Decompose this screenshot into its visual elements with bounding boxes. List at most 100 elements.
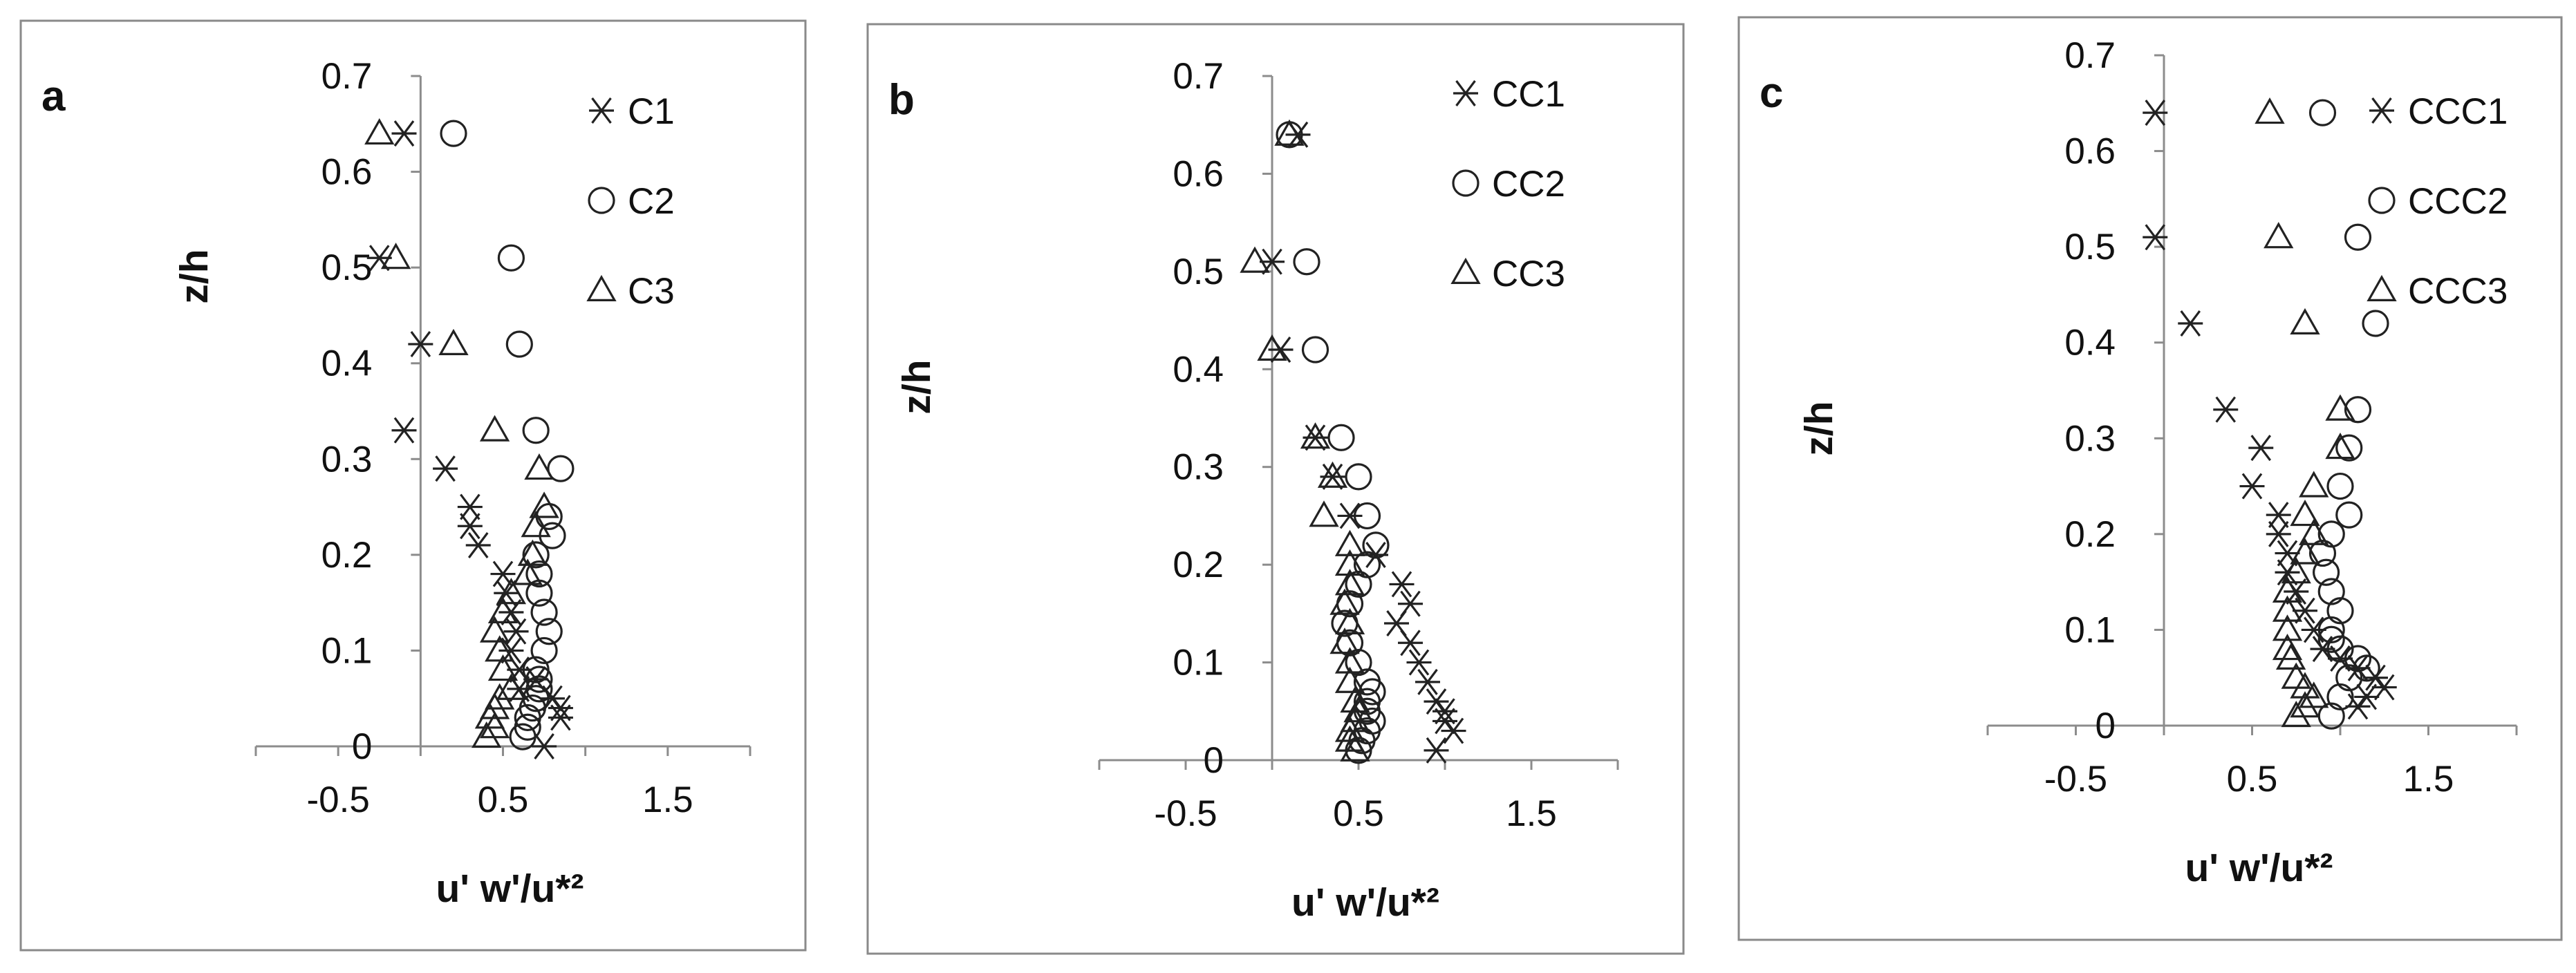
data-point xyxy=(1317,461,1348,488)
panel-letter: a xyxy=(41,73,66,120)
data-point xyxy=(457,513,483,540)
data-point xyxy=(521,511,551,538)
data-point xyxy=(1334,607,1365,635)
x-axis-label: u' w'/u*² xyxy=(436,867,584,911)
y-tick-label: 0 xyxy=(352,726,372,767)
panel-b: -0.5 0.5 1.5 0 0.1 0.2 0.3 0.4 0.5 0.6 0.7 b u' w'/u… xyxy=(850,0,1701,970)
data-point xyxy=(1334,715,1365,742)
data-point xyxy=(2239,473,2265,500)
data-point xyxy=(1384,610,1409,636)
y-tick-label: 0.1 xyxy=(2064,610,2116,650)
data-point xyxy=(1334,569,1365,596)
data-point xyxy=(364,118,395,145)
data-point xyxy=(1327,424,1355,451)
data-point xyxy=(512,558,543,585)
legend-label: C3 xyxy=(628,271,675,312)
y-tick-label: 0 xyxy=(1204,740,1224,781)
x-tick-label: -0.5 xyxy=(307,780,370,820)
chart-a: -0.5 0.5 1.5 0 0.1 0.2 0.3 0.4 0.5 0.6 0.7 a u' w'/u… xyxy=(19,19,807,952)
data-point xyxy=(2266,502,2291,529)
y-tick-label: 0.2 xyxy=(321,535,373,576)
y-tick-label: 0.7 xyxy=(2064,35,2116,76)
data-point xyxy=(2308,99,2337,126)
data-point xyxy=(1406,649,1432,676)
y-tick-label: 0.4 xyxy=(321,343,373,384)
data-point xyxy=(479,415,510,442)
data-point xyxy=(465,532,491,558)
y-tick-label: 0.4 xyxy=(1173,349,1224,390)
data-point xyxy=(1334,647,1365,674)
data-point xyxy=(1441,717,1466,744)
data-point xyxy=(2371,674,2397,701)
data-point xyxy=(1293,248,1320,276)
data-point xyxy=(2272,595,2303,622)
y-axis-label: z/h xyxy=(895,359,939,414)
data-point xyxy=(2272,614,2303,641)
data-point xyxy=(391,417,417,444)
legend-marker xyxy=(586,274,617,301)
data-point xyxy=(1424,737,1449,764)
data-point xyxy=(1398,630,1423,656)
legend-label: CC3 xyxy=(1492,254,1565,294)
legend-item: C1 xyxy=(589,91,675,132)
legend-item: CCC2 xyxy=(2368,181,2508,222)
panel-letter: c xyxy=(1760,69,1783,117)
data-point xyxy=(1329,588,1360,615)
data-point xyxy=(1345,648,1372,677)
y-tick-label: 0.5 xyxy=(321,247,373,288)
data-point xyxy=(1340,686,1370,713)
data-point xyxy=(530,636,558,665)
data-point xyxy=(487,654,519,681)
data-point xyxy=(1257,334,1287,361)
data-point xyxy=(1274,119,1305,146)
y-tick-label: 0.7 xyxy=(321,56,373,97)
legend-item: CC2 xyxy=(1452,164,1565,205)
y-tick-label: 0.5 xyxy=(1173,252,1224,292)
data-point xyxy=(2353,654,2380,682)
y-tick-label: 0.6 xyxy=(2064,131,2116,172)
data-point xyxy=(1432,698,1457,725)
y-tick-label: 0.2 xyxy=(2064,514,2116,555)
data-point xyxy=(2326,635,2354,663)
legend-marker xyxy=(2368,187,2396,214)
data-point xyxy=(2344,645,2372,672)
data-point xyxy=(1362,531,1390,559)
legend-marker xyxy=(1453,80,1478,106)
legend-item: CC3 xyxy=(1450,254,1565,294)
data-point xyxy=(1334,666,1365,693)
x-tick-label: 1.5 xyxy=(642,780,693,820)
data-point xyxy=(2326,683,2354,711)
data-point xyxy=(2335,501,2363,529)
data-point xyxy=(1320,463,1345,490)
legend-marker xyxy=(1450,257,1481,284)
y-tick-label: 0.3 xyxy=(321,439,373,480)
data-point xyxy=(1353,502,1381,530)
y-tick-label: 0.1 xyxy=(1173,643,1224,683)
panel-a: -0.5 0.5 1.5 0 0.1 0.2 0.3 0.4 0.5 0.6 0.7 a u' w'/u… xyxy=(0,0,826,970)
panel-frame xyxy=(1737,16,2563,941)
data-point xyxy=(1353,551,1381,578)
y-tick-label: 0.3 xyxy=(2064,418,2116,459)
data-point xyxy=(1334,529,1365,556)
data-point xyxy=(438,328,469,356)
legend-item: C2 xyxy=(588,181,675,222)
data-point xyxy=(497,244,525,272)
x-tick-label: 0.5 xyxy=(478,780,529,820)
y-tick-label: 0.1 xyxy=(321,630,373,671)
data-point xyxy=(472,721,502,748)
data-point xyxy=(1300,422,1331,449)
y-axis-label: z/h xyxy=(1797,401,1841,455)
data-point xyxy=(2312,558,2340,586)
legend-item: C3 xyxy=(586,271,675,312)
data-point xyxy=(2255,97,2285,124)
data-point xyxy=(2344,396,2372,424)
data-point xyxy=(514,703,541,732)
data-point xyxy=(2299,518,2329,545)
data-point xyxy=(391,120,417,147)
y-tick-label: 0 xyxy=(2096,706,2116,746)
data-point xyxy=(532,733,557,759)
y-tick-label: 0.3 xyxy=(1173,447,1224,488)
data-point xyxy=(509,723,536,750)
series-C2 xyxy=(440,120,575,750)
data-point xyxy=(2143,224,2168,251)
